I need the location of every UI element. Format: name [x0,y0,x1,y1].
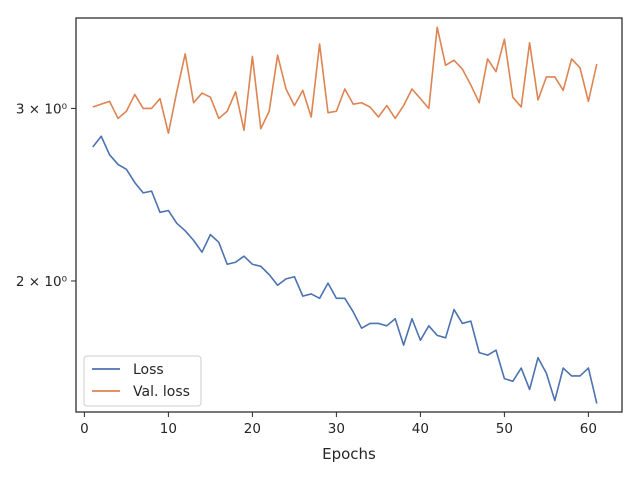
y-tick-label: 2 × 10⁰ [16,274,67,290]
series-line-val-loss [92,26,598,135]
legend: Loss Val. loss [83,355,202,407]
x-tick-label: 60 [580,421,597,437]
plot-background [76,18,622,412]
x-tick-label: 40 [412,421,429,437]
series-layer [92,26,598,404]
y-axis-ticks: 2 × 10⁰ 3 × 10⁰ [16,101,76,290]
x-tick-label: 30 [328,421,345,437]
x-tick-label: 20 [244,421,261,437]
y-tick-label: 3 × 10⁰ [16,101,67,117]
series-line-loss [92,135,598,404]
legend-label-loss: Loss [133,362,164,378]
x-tick-label: 50 [496,421,513,437]
plot-frame [75,17,623,413]
x-tick-label: 0 [80,421,89,437]
x-axis-label: Epochs [322,445,376,463]
x-axis-ticks: 0 10 20 30 40 50 60 [80,412,597,437]
x-tick-label: 10 [160,421,177,437]
legend-label-val-loss: Val. loss [133,384,190,400]
